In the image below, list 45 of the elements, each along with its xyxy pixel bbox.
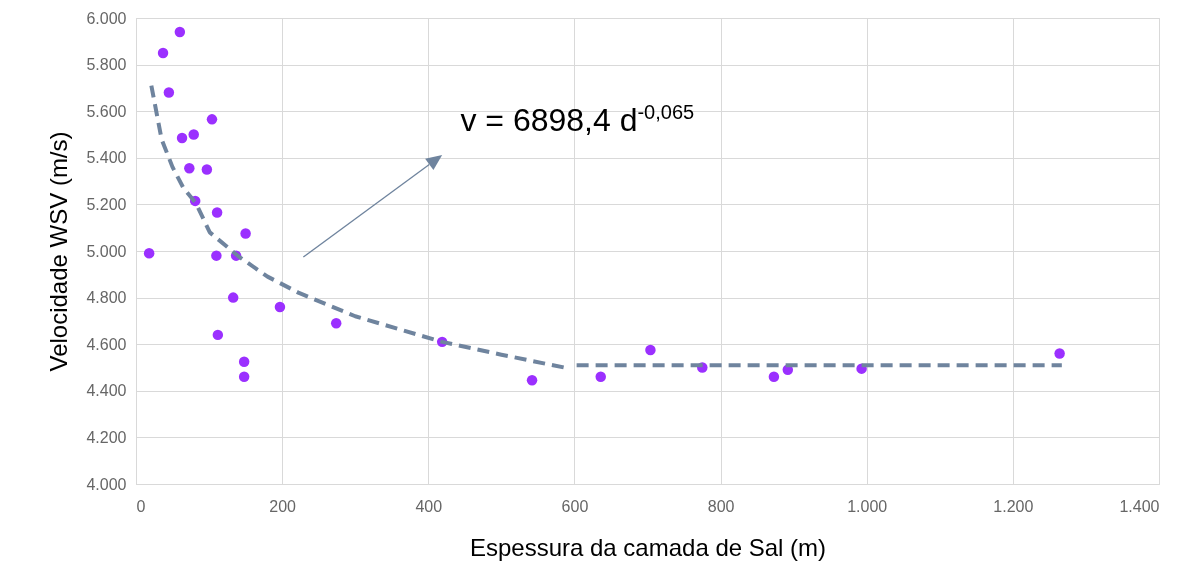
x-tick-label: 800 bbox=[707, 497, 735, 515]
point bbox=[212, 329, 224, 341]
point bbox=[595, 371, 606, 383]
point bbox=[201, 164, 213, 175]
x-tick-label: 600 bbox=[561, 497, 589, 515]
point bbox=[227, 292, 239, 303]
x-axis-title: Espessura da camada de Sal (m) bbox=[469, 533, 827, 561]
point bbox=[274, 301, 286, 313]
point bbox=[163, 87, 175, 98]
point bbox=[174, 26, 186, 38]
point bbox=[211, 207, 223, 218]
point bbox=[157, 47, 169, 59]
x-tick-label: 1.400 bbox=[1119, 497, 1160, 515]
point bbox=[184, 163, 195, 174]
point bbox=[768, 371, 780, 383]
point bbox=[238, 371, 250, 383]
point bbox=[1054, 348, 1065, 359]
y-tick-label: 5.400 bbox=[86, 149, 127, 167]
y-tick-label: 6.000 bbox=[86, 9, 127, 27]
y-tick-label: 5.600 bbox=[86, 102, 127, 120]
x-tick-label: 400 bbox=[415, 497, 443, 515]
point bbox=[240, 228, 251, 239]
point bbox=[211, 250, 222, 261]
y-tick-label: 4.800 bbox=[86, 289, 127, 307]
y-tick-label: 4.200 bbox=[86, 428, 127, 446]
point bbox=[143, 248, 155, 259]
y-tick-label: 4.600 bbox=[86, 335, 127, 353]
point bbox=[176, 132, 188, 144]
y-tick-label: 5.800 bbox=[86, 56, 127, 74]
y-axis-title: Velocidade WSV (m/s) bbox=[45, 131, 73, 372]
x-tick-label: 1.000 bbox=[847, 497, 888, 515]
y-tick-label: 5.200 bbox=[86, 195, 127, 213]
point bbox=[645, 344, 656, 356]
y-tick-label: 4.000 bbox=[86, 475, 127, 493]
y-tick-label: 4.400 bbox=[86, 382, 127, 400]
x-tick-label: 0 bbox=[136, 497, 146, 515]
x-tick-label: 1.200 bbox=[993, 497, 1034, 515]
point bbox=[526, 375, 538, 386]
annotation: v = 6898,4 d$^{-0,065}$ bbox=[460, 100, 695, 139]
point bbox=[206, 114, 218, 125]
x-tick-label: 200 bbox=[269, 497, 297, 515]
point bbox=[188, 129, 199, 140]
y-tick-label: 5.000 bbox=[86, 242, 127, 260]
point bbox=[330, 318, 342, 329]
point bbox=[238, 356, 250, 367]
